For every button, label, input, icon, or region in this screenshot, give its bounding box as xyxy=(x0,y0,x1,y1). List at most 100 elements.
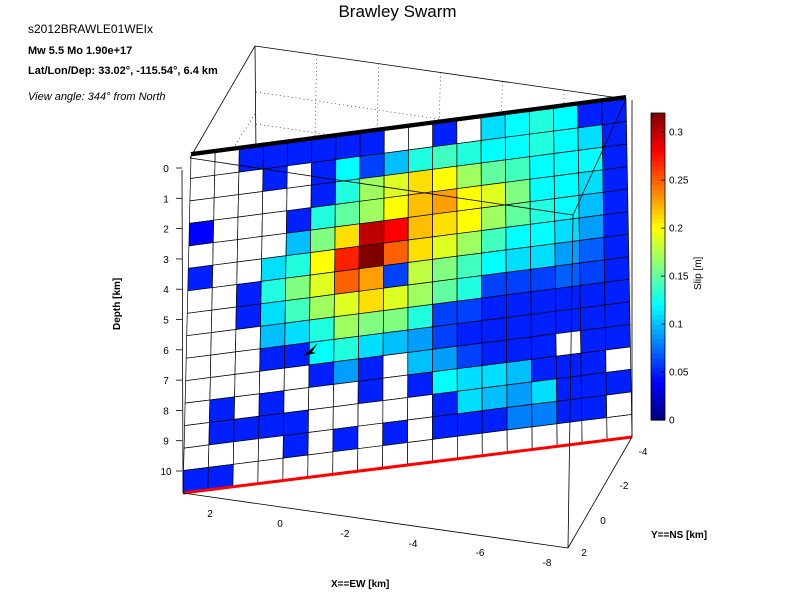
slip-cell xyxy=(481,294,507,321)
slip-cell xyxy=(184,377,211,404)
slip-cell xyxy=(407,191,433,218)
x-tick-label: -8 xyxy=(543,558,552,569)
colorbar-step xyxy=(651,391,665,397)
depth-tick-label: 8 xyxy=(163,406,169,417)
location-info: Lat/Lon/Dep: 33.02°, -115.54°, 6.4 km xyxy=(28,65,218,77)
slip-cell xyxy=(505,178,531,206)
slip-cell xyxy=(208,441,235,468)
slip-cell xyxy=(333,290,360,318)
fault-plane xyxy=(182,95,633,495)
slip-cell xyxy=(505,246,532,273)
slip-cell xyxy=(408,146,434,173)
colorbar-step xyxy=(651,127,665,133)
slip-cell xyxy=(481,407,508,434)
slip-cell xyxy=(580,327,607,354)
slip-cell xyxy=(236,236,263,263)
slip-cell xyxy=(357,400,384,427)
slip-cell xyxy=(359,152,385,180)
slip-cell xyxy=(456,162,482,190)
slip-cell xyxy=(554,240,581,267)
slip-cell xyxy=(602,188,629,216)
slip-cell xyxy=(310,159,337,186)
slip-cell xyxy=(505,268,532,296)
y-tick-label: 0 xyxy=(600,516,606,527)
slip-cell xyxy=(432,278,458,305)
slip-cell xyxy=(432,345,458,373)
slip-cell xyxy=(334,200,361,228)
colorbar-step xyxy=(651,400,665,407)
slip-cell xyxy=(282,432,309,459)
slip-cell xyxy=(579,304,606,331)
slip-cell xyxy=(234,370,261,398)
slip-cell xyxy=(232,438,259,465)
slip-cell xyxy=(285,229,312,257)
depth-tick-label: 5 xyxy=(163,316,169,327)
slip-cell xyxy=(383,172,409,199)
slip-cell xyxy=(407,259,433,286)
slip-cell xyxy=(284,319,310,347)
slip-cell xyxy=(555,352,582,380)
slip-cell xyxy=(407,304,433,331)
event-id: s2012BRAWLE01WEIx xyxy=(28,22,153,36)
colorbar-step xyxy=(651,396,665,402)
colorbar-step xyxy=(651,252,665,258)
colorbar-step xyxy=(651,410,665,416)
slip-cell xyxy=(334,245,360,273)
slip-cell xyxy=(432,323,458,350)
slip-cell xyxy=(359,130,385,157)
slip-cell xyxy=(506,336,532,363)
slip-cell xyxy=(456,387,483,415)
x-tick-label: -6 xyxy=(476,548,485,559)
colorbar-step xyxy=(651,261,665,268)
slip-cell xyxy=(383,262,409,289)
slip-cell xyxy=(382,397,409,424)
slip-cell xyxy=(481,249,507,276)
slip-cell xyxy=(605,346,632,373)
slip-cell xyxy=(187,264,214,292)
colorbar-step xyxy=(651,160,665,167)
colorbar-step xyxy=(651,156,665,162)
slip-cell xyxy=(407,281,433,308)
slip-cell xyxy=(530,288,557,315)
slip-cell xyxy=(456,117,482,145)
slip-cell xyxy=(184,399,211,426)
slip-cell xyxy=(284,297,311,324)
box-edge xyxy=(567,214,574,549)
colorbar-step xyxy=(651,271,665,277)
x-tick-label: 2 xyxy=(207,509,213,520)
slip-cell xyxy=(237,191,264,218)
slip-cell xyxy=(307,406,334,433)
colorbar-step xyxy=(651,338,665,344)
colorbar-step xyxy=(651,304,665,311)
slip-cell xyxy=(481,272,507,299)
colorbar-tick-label: 0.15 xyxy=(669,272,689,283)
slip-cell xyxy=(212,216,239,244)
view-angle-info: View angle: 344° from North xyxy=(28,91,166,103)
slip-cell xyxy=(456,342,483,370)
slip-cell xyxy=(234,348,261,375)
slip-cell xyxy=(456,410,483,437)
slip-cell xyxy=(236,258,262,285)
slip-cell xyxy=(481,339,508,366)
slip-cell xyxy=(602,166,628,193)
slip-cell xyxy=(208,419,235,446)
colorbar-step xyxy=(651,208,665,215)
slip-cell xyxy=(530,243,556,270)
slip-cell xyxy=(334,268,360,295)
slip-cell xyxy=(209,396,235,423)
gridline xyxy=(308,54,318,395)
slip-cell xyxy=(186,309,213,337)
slip-cell xyxy=(481,362,508,389)
slip-cell xyxy=(257,435,284,462)
slip-cell xyxy=(456,275,483,302)
box-edge xyxy=(572,98,627,216)
slip-cell xyxy=(556,397,583,425)
box-edge xyxy=(189,157,574,216)
slip-cell xyxy=(604,301,631,328)
slip-cell xyxy=(382,329,409,356)
slip-cell xyxy=(579,259,605,286)
slip-cell xyxy=(310,204,336,231)
slip-cell xyxy=(233,393,260,420)
slip-cell xyxy=(581,394,608,422)
